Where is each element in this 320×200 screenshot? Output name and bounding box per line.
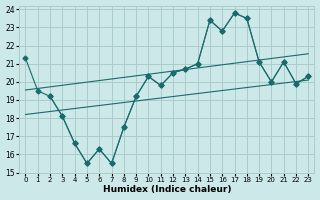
X-axis label: Humidex (Indice chaleur): Humidex (Indice chaleur) — [103, 185, 231, 194]
